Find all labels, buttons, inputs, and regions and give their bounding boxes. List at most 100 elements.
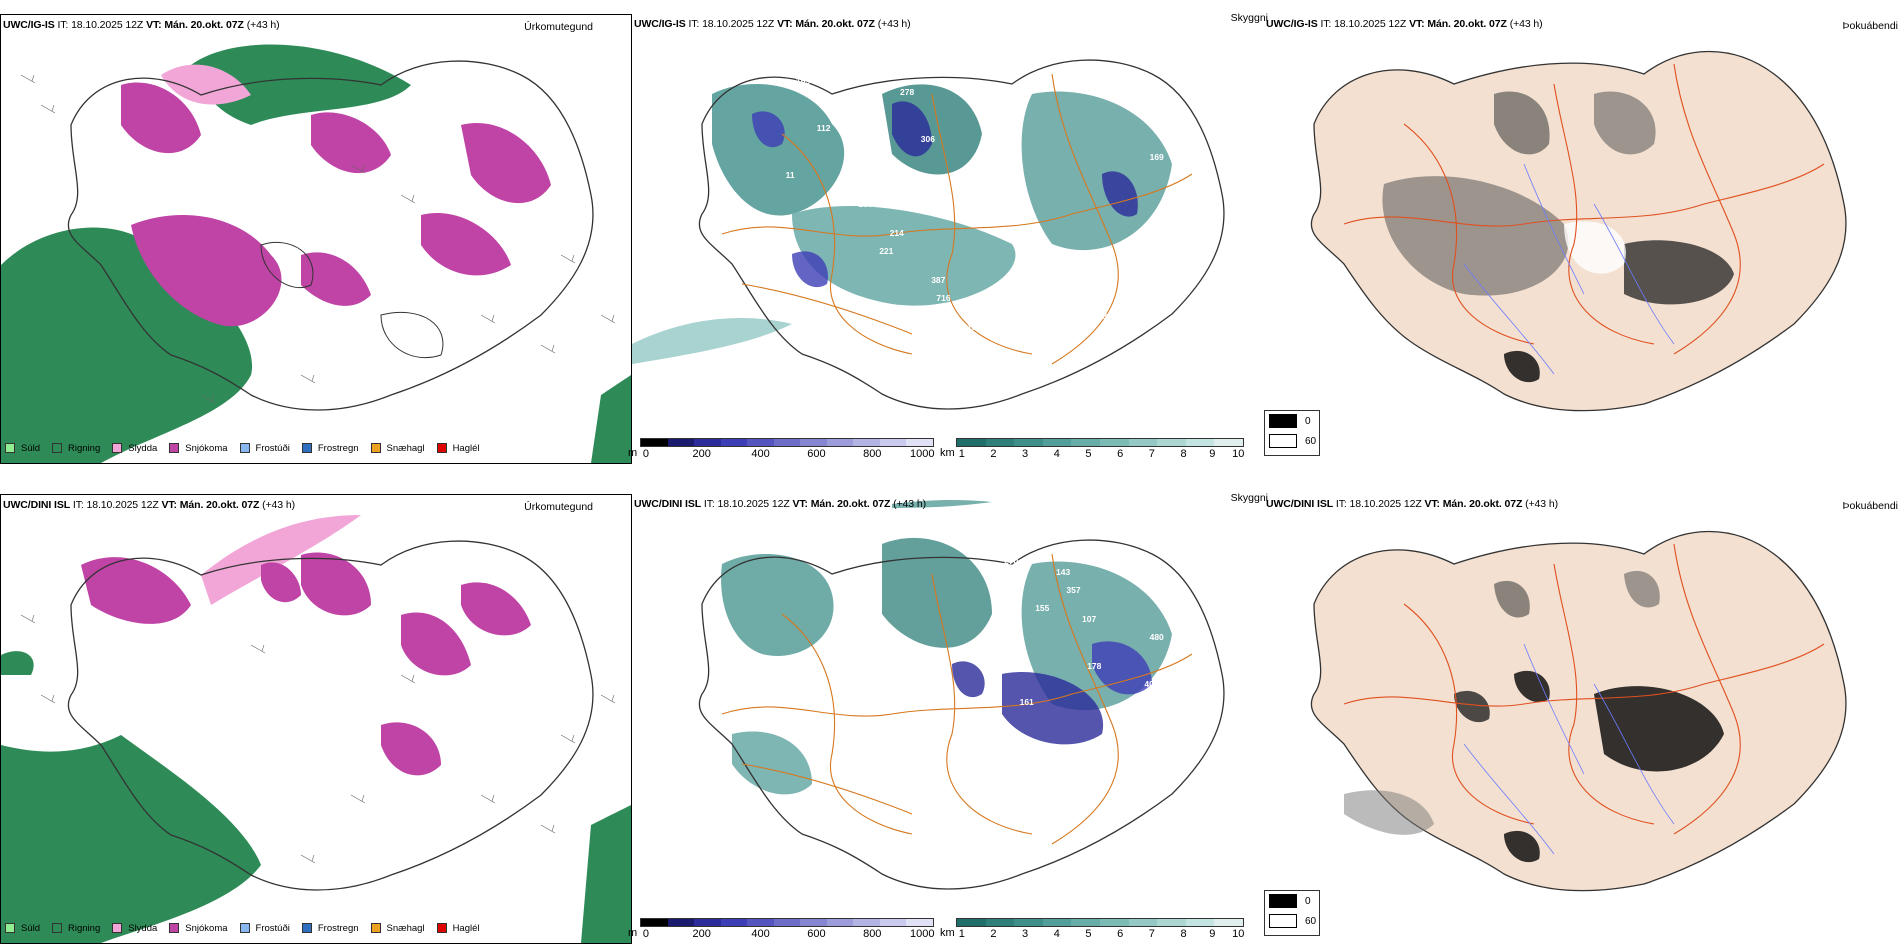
wind-barbs — [20, 614, 616, 864]
colorbar-m-bottom: 0 200 400 600 800 1000 m — [628, 918, 934, 941]
colorbar-m-top: 0 200 400 600 800 1000 m — [628, 438, 934, 461]
fog-dark-area — [1624, 570, 1660, 608]
fog-dark-area — [1382, 176, 1569, 296]
header-bottom-fog: UWC/DINI ISL IT: 18.10.2025 12Z VT: Mán.… — [1266, 498, 1558, 510]
fog-legend-bottom: 0 60 — [1264, 890, 1320, 936]
header-top-precip: UWC/IG-IS IT: 18.10.2025 12Z VT: Mán. 20… — [3, 19, 280, 31]
visibility-value-label: 155 — [1035, 603, 1049, 613]
legend-item-haglel: Haglél — [436, 923, 480, 934]
fog-grey-area — [1344, 790, 1434, 835]
fog-dark-area — [1514, 670, 1550, 703]
vis-blue-area — [892, 101, 932, 157]
legend-item-rigning: Rigning — [52, 923, 100, 934]
vis-blue-area — [752, 111, 785, 148]
fog-road-network — [1343, 63, 1825, 355]
visibility-labels-top: 165 112 11 143 222 238 155 283 169 183 221 716 257 27… — [786, 76, 1175, 368]
fog-rivers — [1463, 163, 1675, 375]
iceland-coastline — [67, 60, 594, 411]
visibility-value-label: 97 — [978, 820, 988, 830]
visibility-panel-bottom: 270 155 167 161 149 164 157 357 480 408 362 234 97 14… — [628, 492, 1268, 944]
visibility-value-label: 195 — [827, 802, 841, 812]
visibility-value-label: 257 — [962, 340, 976, 350]
precip-map-bottom — [1, 515, 631, 943]
legend-item-slydda: Slydda — [112, 923, 157, 934]
header-bottom-precip: UWC/DINI ISL IT: 18.10.2025 12Z VT: Mán.… — [3, 499, 295, 511]
precip-map-top — [1, 44, 631, 463]
visibility-value-label: 157 — [1066, 838, 1080, 848]
legend-item-rigning: Rigning — [52, 443, 100, 454]
legend-item-haglel: Haglél — [436, 443, 480, 454]
visibility-value-label: 221 — [879, 246, 893, 256]
visibility-value-label: 289 — [921, 181, 935, 191]
fog-dark-area — [1624, 240, 1734, 305]
legend-item-suld: Súld — [5, 923, 40, 934]
fog-clear-area — [1564, 221, 1626, 274]
wind-barbs — [20, 74, 616, 404]
precip-title-bottom: Úrkomutegund — [524, 501, 593, 513]
visibility-value-label: 11 — [786, 170, 795, 180]
precip-title-top: Úrkomutegund — [524, 21, 593, 33]
visibility-value-label: 164 — [1056, 791, 1070, 801]
fog-legend-top: 0 60 — [1264, 410, 1320, 456]
legend-item-slydda: Slydda — [112, 443, 157, 454]
fog-dark-area — [1494, 91, 1550, 155]
visibility-value-label: 716 — [936, 293, 950, 303]
snow-area — [381, 722, 441, 776]
visibility-map-bottom: 270 155 167 161 149 164 157 357 480 408 362 234 97 14… — [698, 499, 1225, 890]
snow-area — [81, 557, 191, 624]
iceland-coastline — [698, 59, 1225, 410]
visibility-labels-bottom: 270 155 167 161 149 164 157 357 480 408 362 234 97 14… — [827, 556, 1185, 859]
colorbar-km-bottom: 1 2 3 4 5 6 7 8 9 10 km — [940, 918, 1244, 941]
legend-item-frostregn: Frostregn — [301, 923, 359, 934]
visibility-value-label: 161 — [1020, 697, 1034, 707]
legend-item-frostudi: Frostúði — [239, 443, 290, 454]
vis-teal-area — [792, 205, 1016, 306]
vis-teal-area — [721, 554, 834, 656]
colorbar-km-top: 1 2 3 4 5 6 7 8 9 10 km — [940, 438, 1244, 461]
fog-panel-top: UWC/IG-IS IT: 18.10.2025 12Z VT: Mán. 20… — [1264, 14, 1900, 464]
road-network — [721, 73, 1193, 365]
visibility-value-label: 222 — [1098, 264, 1112, 274]
visibility-value-label: 408 — [1144, 679, 1158, 689]
fog-rivers — [1463, 643, 1675, 855]
vis-title-bottom: Skyggni — [1230, 492, 1268, 504]
precip-panel-top: UWC/IG-IS IT: 18.10.2025 12Z VT: Mán. 20… — [0, 14, 632, 464]
fog-dark-area — [1454, 690, 1490, 723]
precip-legend-bottom: Súld Rigning Slydda Snjókoma Frostúði Fr… — [5, 919, 492, 937]
legend-item-snjokoma: Snjókoma — [169, 443, 228, 454]
header-top-fog: UWC/IG-IS IT: 18.10.2025 12Z VT: Mán. 20… — [1266, 18, 1543, 30]
visibility-value-label: 270 — [1004, 556, 1018, 566]
rain-area — [591, 375, 631, 463]
vis-blue-area — [1092, 641, 1152, 695]
vis-blue-area — [792, 251, 828, 288]
visibility-value-label: 143 — [1056, 567, 1070, 577]
vis-blue-area — [1002, 672, 1104, 745]
fog-road-network — [1343, 543, 1825, 835]
visibility-value-label: 107 — [1082, 614, 1096, 624]
visibility-value-label: 167 — [1004, 650, 1018, 660]
visibility-value-label: 165 — [796, 76, 810, 86]
visibility-value-label: 214 — [890, 228, 904, 238]
fog-land — [1310, 530, 1847, 892]
glacier-outline — [260, 241, 314, 289]
vis-blue-area — [1102, 171, 1138, 217]
fog-title-bottom: Þokuábendi — [1842, 500, 1898, 512]
visibility-panel-top: 165 112 11 143 222 238 155 283 169 183 221 716 257 27… — [628, 12, 1268, 464]
rain-area — [1, 651, 34, 675]
visibility-value-label: 238 — [1098, 311, 1112, 321]
precip-panel-bottom: UWC/DINI ISL IT: 18.10.2025 12Z VT: Mán.… — [0, 494, 632, 944]
vis-blue-area — [952, 661, 985, 698]
fog-map-top — [1310, 50, 1847, 412]
vis-teal-area — [732, 731, 812, 795]
visibility-value-label: 169 — [1150, 152, 1164, 162]
visibility-value-label: 133 — [1118, 708, 1132, 718]
snow-area — [421, 213, 511, 276]
visibility-value-label: 387 — [931, 275, 945, 285]
visibility-value-label: 357 — [1066, 585, 1080, 595]
legend-item-suld: Súld — [5, 443, 40, 454]
visibility-value-label: 112 — [817, 123, 831, 133]
precip-legend-top: Súld Rigning Slydda Snjókoma Frostúði Fr… — [5, 439, 492, 457]
header-top-vis: UWC/IG-IS IT: 18.10.2025 12Z VT: Mán. 20… — [634, 18, 911, 30]
header-bottom-vis: UWC/DINI ISL IT: 18.10.2025 12Z VT: Mán.… — [634, 498, 926, 510]
legend-item-frostudi: Frostúði — [239, 923, 290, 934]
